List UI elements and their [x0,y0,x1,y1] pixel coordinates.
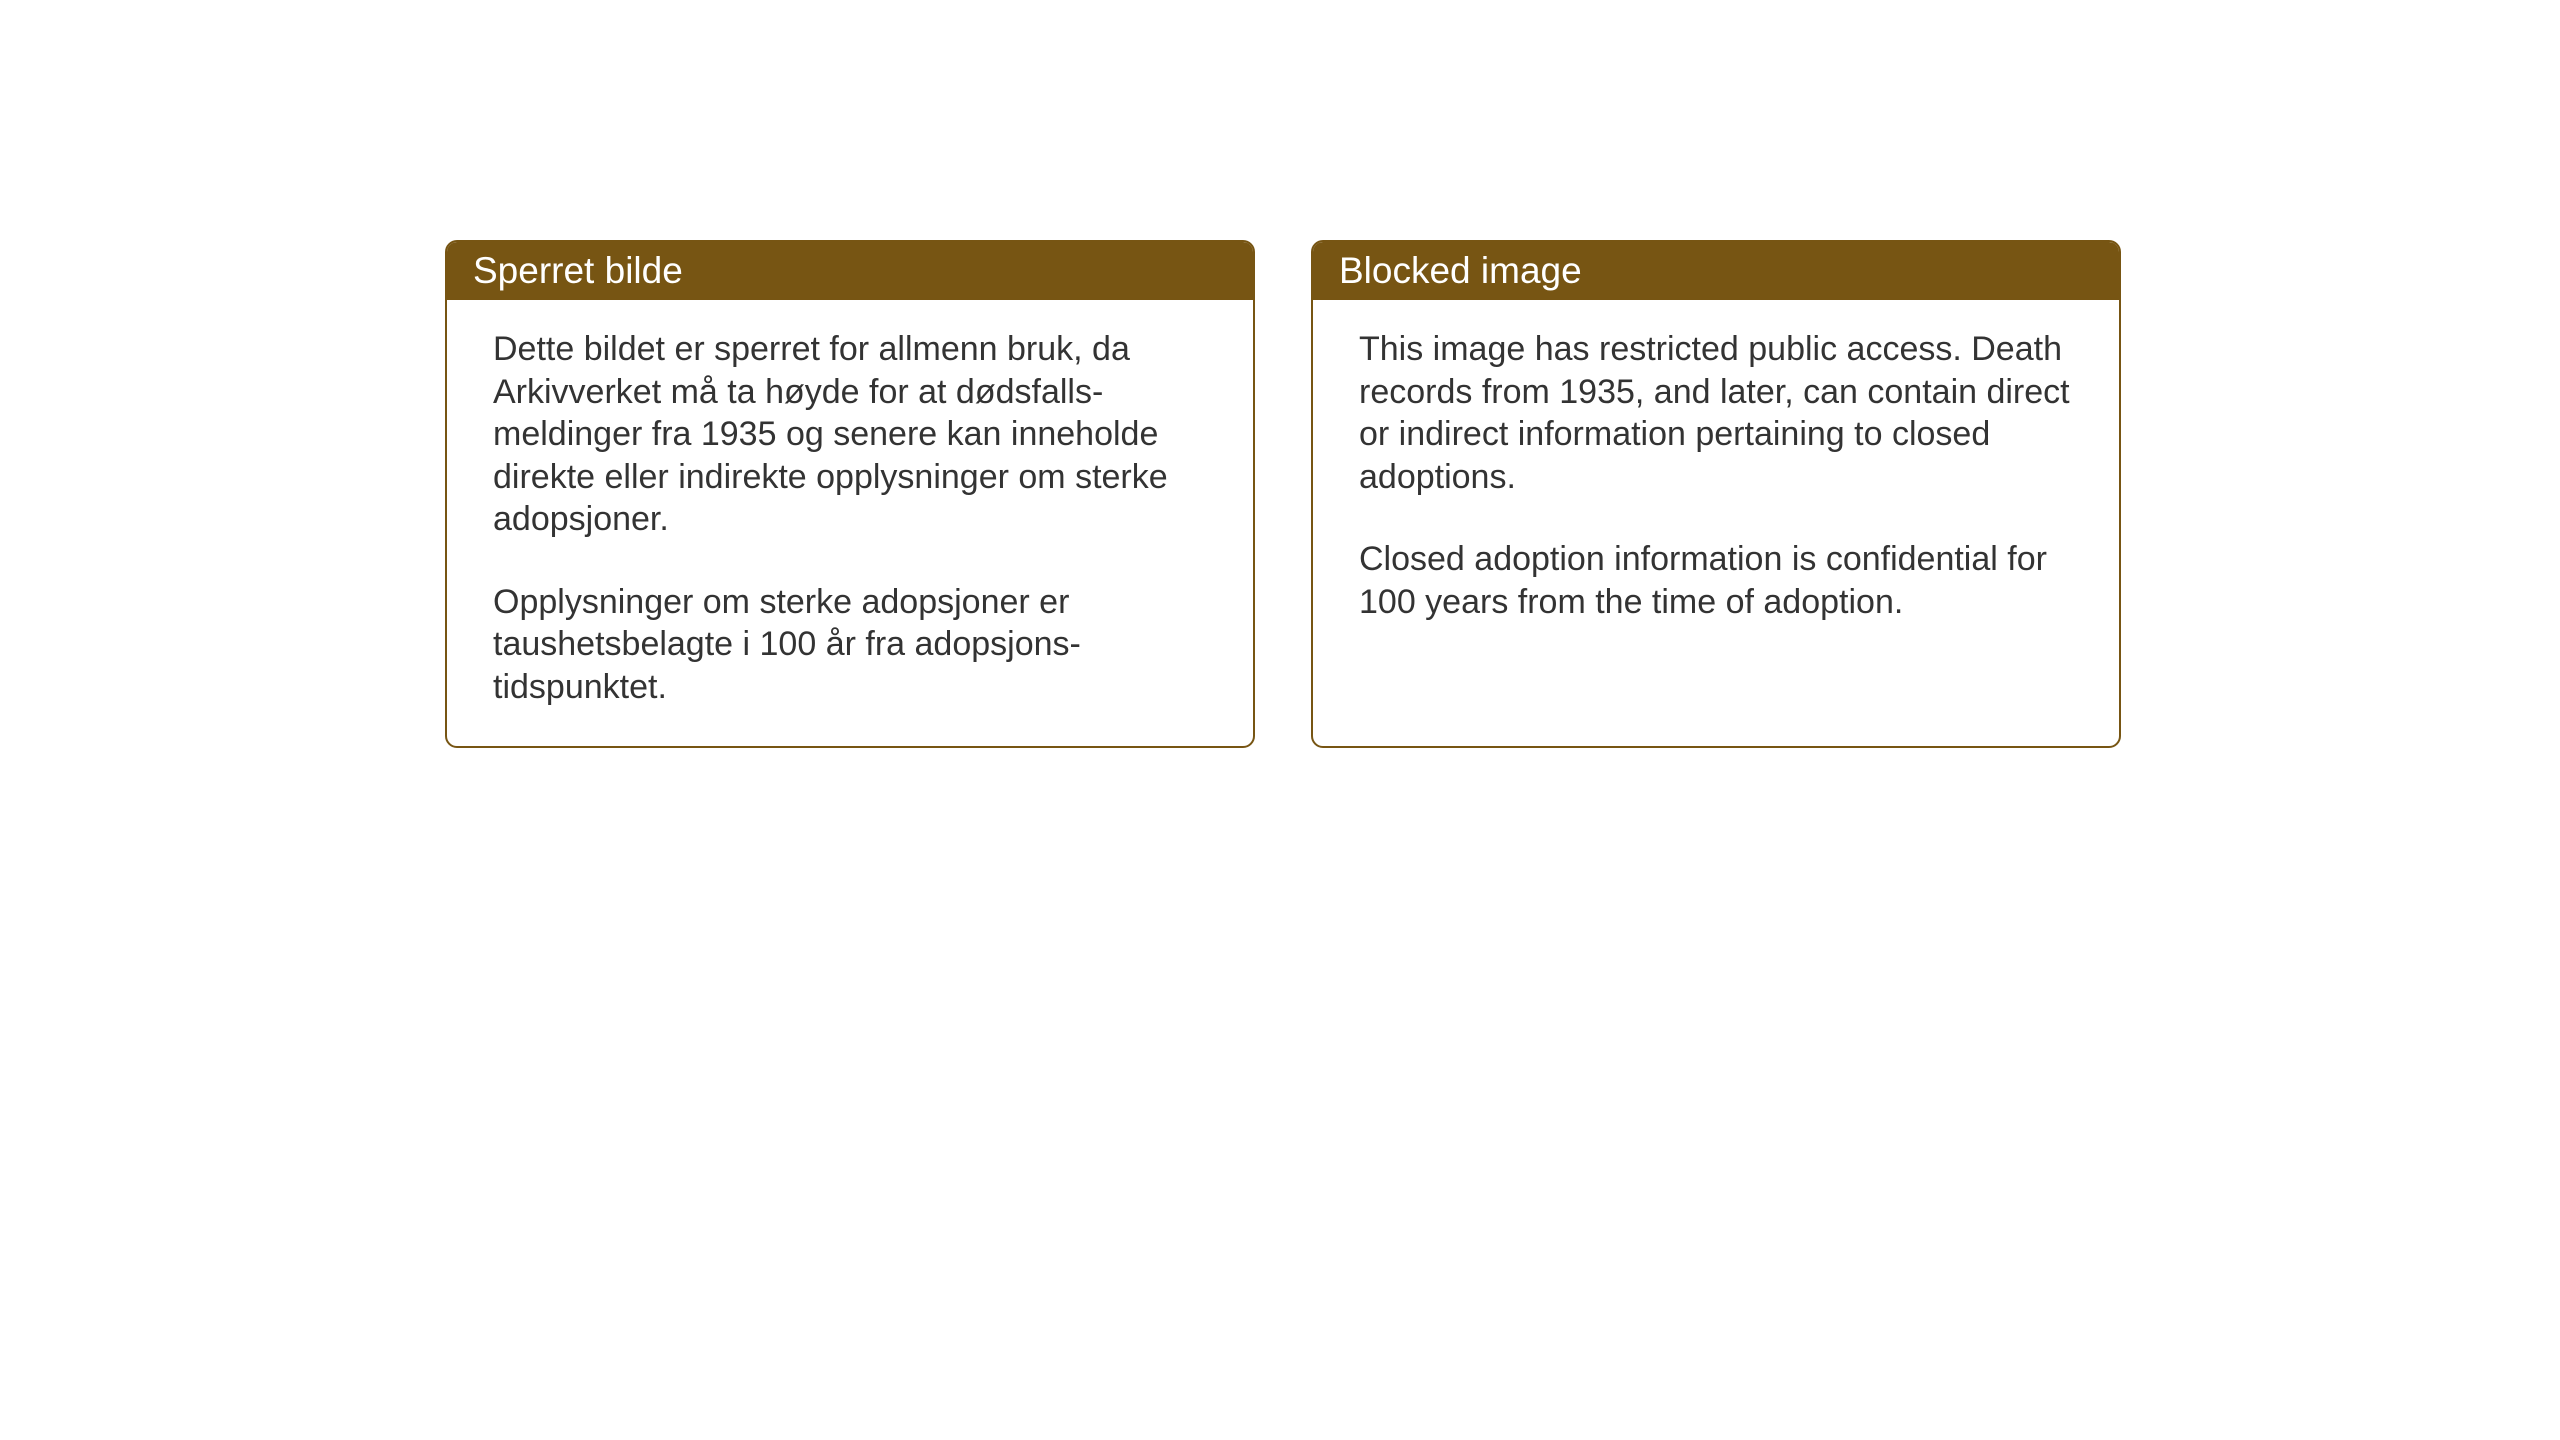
notice-paragraph-1-english: This image has restricted public access.… [1359,328,2073,498]
notice-container: Sperret bilde Dette bildet er sperret fo… [0,0,2560,748]
notice-header-norwegian: Sperret bilde [447,242,1253,300]
notice-paragraph-2-english: Closed adoption information is confident… [1359,538,2073,623]
notice-title-norwegian: Sperret bilde [473,250,683,291]
notice-paragraph-1-norwegian: Dette bildet er sperret for allmenn bruk… [493,328,1207,541]
notice-body-norwegian: Dette bildet er sperret for allmenn bruk… [447,300,1253,746]
notice-title-english: Blocked image [1339,250,1582,291]
notice-body-english: This image has restricted public access.… [1313,300,2119,740]
notice-header-english: Blocked image [1313,242,2119,300]
notice-paragraph-2-norwegian: Opplysninger om sterke adopsjoner er tau… [493,581,1207,709]
notice-box-english: Blocked image This image has restricted … [1311,240,2121,748]
notice-box-norwegian: Sperret bilde Dette bildet er sperret fo… [445,240,1255,748]
